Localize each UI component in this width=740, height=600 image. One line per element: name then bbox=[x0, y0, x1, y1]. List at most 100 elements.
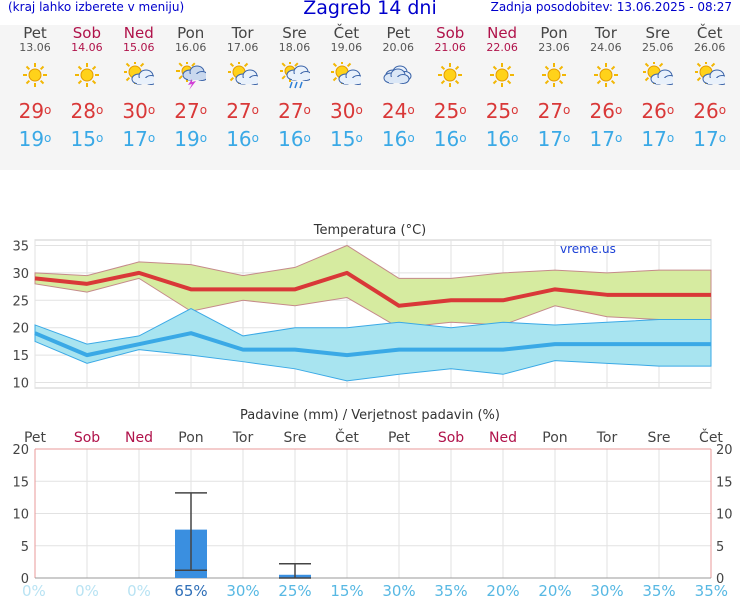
y-tick-label: 10 bbox=[12, 377, 29, 392]
max-temp: 26o bbox=[641, 99, 675, 123]
precipitation-probability: 15% bbox=[330, 582, 363, 600]
max-temp-value: 25 bbox=[433, 99, 460, 123]
day-label: Čet bbox=[699, 428, 723, 446]
max-temp: 24o bbox=[381, 99, 415, 123]
partly-cloudy-icon bbox=[226, 60, 262, 88]
day-column: Pet 20.06 24o 16o bbox=[372, 25, 424, 151]
max-temp: 26o bbox=[589, 99, 623, 123]
day-name: Pon bbox=[540, 24, 568, 42]
day-column: Tor 24.06 26o 17o bbox=[580, 25, 632, 151]
day-name: Sre bbox=[282, 24, 307, 42]
partly-cloudy-icon bbox=[693, 60, 729, 88]
day-name: Čet bbox=[333, 24, 360, 42]
y-tick-label: 35 bbox=[12, 239, 29, 254]
day-name: Čet bbox=[696, 24, 723, 42]
max-temp: 29o bbox=[18, 99, 52, 123]
day-date: 21.06 bbox=[434, 41, 466, 54]
precipitation-chart: Padavine (mm) / Verjetnost padavin (%) Pe… bbox=[12, 408, 733, 600]
min-temp-value: 17 bbox=[589, 127, 615, 151]
max-temp: 25o bbox=[485, 99, 519, 123]
precipitation-probability: 25% bbox=[278, 582, 311, 600]
temperature-chart: Temperatura (°C) 10 15 20 25 30 35 vreme.us bbox=[12, 223, 712, 392]
day-column: Čet 19.06 30o 15o bbox=[320, 25, 372, 150]
min-temp-value: 19 bbox=[174, 127, 200, 151]
y-tick-label: 15 bbox=[12, 475, 29, 490]
min-temp-value: 15 bbox=[329, 127, 356, 151]
min-temp: 16o bbox=[381, 127, 415, 151]
day-name: Pon bbox=[177, 24, 205, 42]
day-date: 19.06 bbox=[330, 41, 363, 54]
sun-icon bbox=[435, 62, 465, 88]
day-date: 26.06 bbox=[693, 41, 726, 54]
day-date: 17.06 bbox=[226, 41, 259, 54]
max-temp-value: 27 bbox=[278, 99, 304, 123]
max-temp: 27o bbox=[537, 99, 571, 123]
page-title: Zagreb 14 dni bbox=[303, 0, 437, 19]
y-tick-label: 0 bbox=[21, 572, 29, 587]
min-temp-value: 17 bbox=[537, 127, 564, 151]
max-temp: 27o bbox=[174, 99, 208, 123]
precipitation-probability: 20% bbox=[486, 582, 519, 600]
y-tick-label: 20 bbox=[12, 322, 29, 337]
max-temp-value: 24 bbox=[381, 99, 408, 123]
max-temp: 30o bbox=[122, 99, 156, 123]
day-label: Tor bbox=[596, 430, 618, 446]
day-label: Ned bbox=[489, 430, 517, 446]
day-label: Ned bbox=[125, 430, 153, 446]
day-date: 24.06 bbox=[590, 41, 622, 54]
day-label: Čet bbox=[335, 428, 359, 446]
location-menu-note[interactable]: (kraj lahko izberete v meniju) bbox=[8, 0, 185, 14]
last-update: Zadnja posodobitev: 13.06.2025 - 08:27 bbox=[490, 0, 732, 14]
day-date: 20.06 bbox=[382, 41, 415, 54]
max-temp-value: 26 bbox=[641, 99, 667, 123]
precipitation-probability: 35% bbox=[695, 582, 728, 600]
precipitation-probability: 30% bbox=[382, 582, 415, 600]
max-temp-value: 28 bbox=[70, 99, 96, 123]
day-label: Sre bbox=[284, 430, 307, 446]
day-date: 14.06 bbox=[71, 41, 103, 54]
y-tick-label: 10 bbox=[12, 508, 29, 523]
day-column: Pon 16.06 27o 19o bbox=[165, 25, 217, 150]
max-temp-line bbox=[34, 270, 711, 308]
day-column: Ned 22.06 25o 16o bbox=[476, 25, 528, 151]
day-label: Tor bbox=[232, 430, 254, 446]
min-temp-value: 17 bbox=[641, 127, 667, 151]
day-column: Pet 13.06 29o 19o bbox=[9, 24, 61, 151]
y-tick-label-right: 15 bbox=[716, 475, 733, 490]
forecast-panel bbox=[0, 25, 740, 170]
min-temp-line bbox=[34, 331, 711, 358]
precipitation-probability: 35% bbox=[434, 582, 467, 600]
min-temp-value: 16 bbox=[278, 127, 304, 151]
precipitation-probability: 0% bbox=[22, 582, 46, 600]
day-date: 22.06 bbox=[486, 41, 518, 54]
day-date: 23.06 bbox=[538, 41, 570, 54]
min-temp: 19o bbox=[18, 127, 52, 151]
sun-icon bbox=[20, 62, 50, 88]
min-temp: 16o bbox=[278, 127, 311, 151]
precipitation-title: Padavine (mm) / Verjetnost padavin (%) bbox=[240, 408, 500, 423]
y-tick-label: 25 bbox=[12, 294, 29, 309]
min-temp-value: 16 bbox=[381, 127, 408, 151]
partly-cloudy-icon bbox=[641, 60, 677, 88]
day-name: Pet bbox=[23, 24, 47, 42]
max-temp: 27o bbox=[226, 99, 259, 123]
max-temp-value: 27 bbox=[174, 99, 200, 123]
min-temp-band bbox=[34, 307, 712, 382]
day-label: Pon bbox=[542, 430, 567, 446]
max-temp-value: 27 bbox=[226, 99, 252, 123]
watermark: vreme.us bbox=[560, 242, 616, 256]
precipitation-probability: 0% bbox=[127, 582, 151, 600]
min-temp: 19o bbox=[174, 127, 208, 151]
precipitation-probability: 0% bbox=[75, 582, 99, 600]
y-tick-label-right: 5 bbox=[716, 540, 724, 555]
y-tick-label: 20 bbox=[12, 443, 29, 458]
max-temp-value: 30 bbox=[122, 99, 148, 123]
min-temp: 17o bbox=[537, 127, 571, 151]
max-temp: 25o bbox=[433, 99, 467, 123]
day-label: Sre bbox=[648, 430, 671, 446]
precipitation-probability: 30% bbox=[590, 582, 623, 600]
min-temp-value: 17 bbox=[122, 127, 148, 151]
day-date: 18.06 bbox=[278, 41, 311, 54]
day-date: 25.06 bbox=[642, 41, 674, 54]
min-temp-value: 19 bbox=[18, 127, 45, 151]
